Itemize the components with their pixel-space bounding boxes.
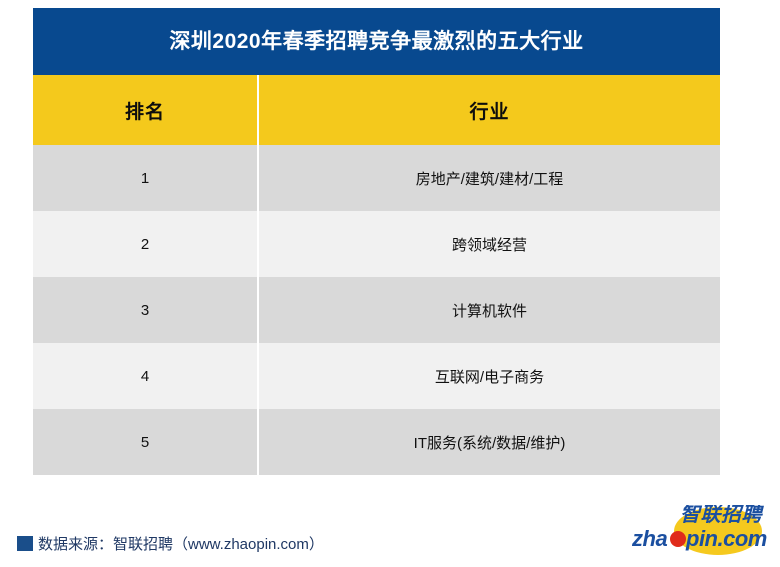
cell-rank: 5 <box>33 409 259 475</box>
logo-wordmark: zha <box>632 526 667 551</box>
cell-rank: 2 <box>33 211 259 277</box>
cell-rank: 3 <box>33 277 259 343</box>
logo-wordmark-tail: pin.com <box>685 526 767 551</box>
cell-industry: IT服务(系统/数据/维护) <box>413 434 566 452</box>
table-row: 2 跨领域经营 <box>33 211 720 277</box>
table-row: 5 IT服务(系统/数据/维护) <box>33 409 720 475</box>
cell-industry: 计算机软件 <box>451 302 527 320</box>
zhaopin-logo: 智联招聘 zha pin.com <box>632 505 780 561</box>
source-text: 数据来源：智联招聘（www.zhaopin.com） <box>38 536 324 553</box>
logo-ellipse-shape <box>674 507 762 555</box>
table-row: 4 互联网/电子商务 <box>33 343 720 409</box>
table-row: 1 房地产/建筑/建材/工程 <box>33 145 720 211</box>
cell-industry: 跨领域经营 <box>451 236 527 254</box>
column-header-industry: 行业 <box>469 101 510 123</box>
table-title-bar: 深圳2020年春季招聘竞争最激烈的五大行业 <box>33 8 720 75</box>
zhaopin-logo-graphic: 智联招聘 zha pin.com <box>632 505 767 555</box>
footer: 数据来源：智联招聘（www.zhaopin.com） <box>0 524 780 567</box>
ranking-table: 深圳2020年春季招聘竞争最激烈的五大行业 排名 行业 1 房地产/建筑/建材/… <box>33 8 720 475</box>
logo-red-dot-icon <box>670 531 686 547</box>
column-header-rank: 排名 <box>33 75 259 145</box>
table-row: 3 计算机软件 <box>33 277 720 343</box>
cell-rank: 4 <box>33 343 259 409</box>
bullet-square-icon <box>17 536 33 551</box>
page-title: 深圳2020年春季招聘竞争最激烈的五大行业 <box>169 30 584 53</box>
cell-rank: 1 <box>33 145 259 211</box>
logo-cn-name: 智联招聘 <box>680 505 764 526</box>
table-header-row: 排名 行业 <box>33 75 720 145</box>
cell-industry: 互联网/电子商务 <box>434 368 545 386</box>
source-attribution: 数据来源：智联招聘（www.zhaopin.com） <box>17 533 324 554</box>
cell-industry: 房地产/建筑/建材/工程 <box>415 170 564 188</box>
